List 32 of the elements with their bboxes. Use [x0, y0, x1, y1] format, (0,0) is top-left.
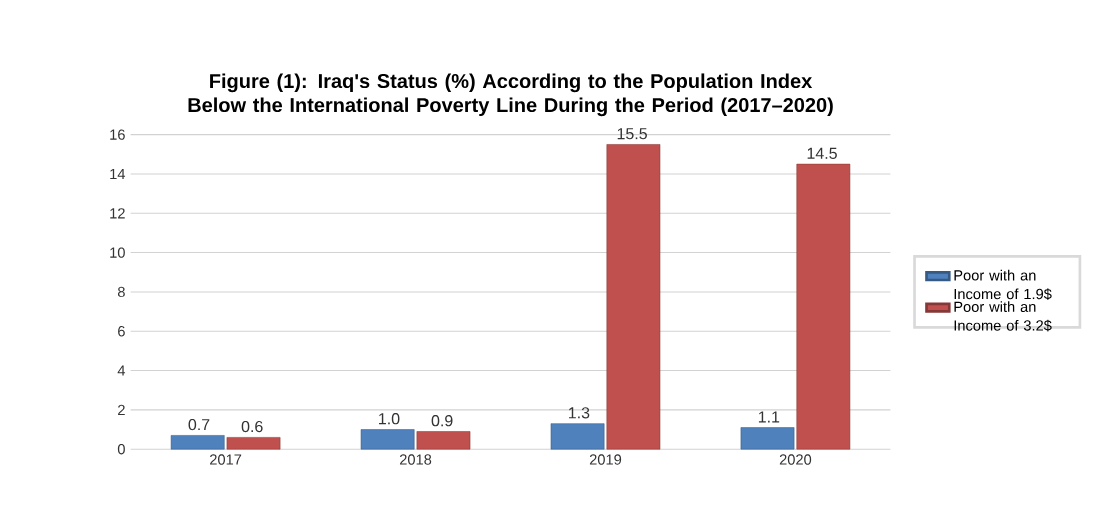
bar: [740, 427, 795, 450]
bar: [360, 429, 415, 450]
y-tick-label: 16: [110, 129, 125, 140]
bar: [550, 423, 605, 450]
data-label: 1.1: [758, 411, 780, 423]
y-tick-label: 4: [117, 365, 126, 376]
bar: [606, 144, 661, 450]
x-tick-label: 2019: [589, 454, 622, 465]
y-tick-label: 14: [110, 168, 126, 179]
data-label: 1.3: [568, 407, 590, 419]
x-tick-label: 2018: [399, 454, 432, 465]
data-label: 14.5: [807, 147, 837, 159]
legend-label: Poor with an Income of 3.2$: [954, 301, 1052, 332]
legend-label: Poor with an Income of 1.9$: [954, 269, 1052, 300]
y-tick-label: 6: [118, 325, 125, 337]
data-label: 0.9: [431, 414, 453, 427]
y-tick-label: 12: [110, 208, 125, 219]
y-tick-label: 0: [117, 443, 125, 455]
y-tick-label: 10: [110, 247, 125, 258]
x-tick-label: 2020: [779, 454, 812, 465]
bar: [226, 437, 281, 450]
x-tick-label: 2017: [210, 454, 242, 465]
y-tick-label: 8: [117, 286, 125, 298]
data-label: 0.7: [188, 418, 210, 431]
bar: [416, 431, 471, 450]
data-label: 15.5: [617, 128, 647, 140]
bar: [796, 163, 851, 450]
data-label: 0.6: [241, 420, 263, 433]
data-label: 1.0: [379, 412, 400, 425]
y-tick-label: 2: [118, 404, 125, 415]
chart-title: Figure (1): Iraq's Status (%) According to the Population Index Below the International Poverty Line During the Period (2017–2020): [188, 73, 833, 117]
bar: [170, 435, 225, 450]
